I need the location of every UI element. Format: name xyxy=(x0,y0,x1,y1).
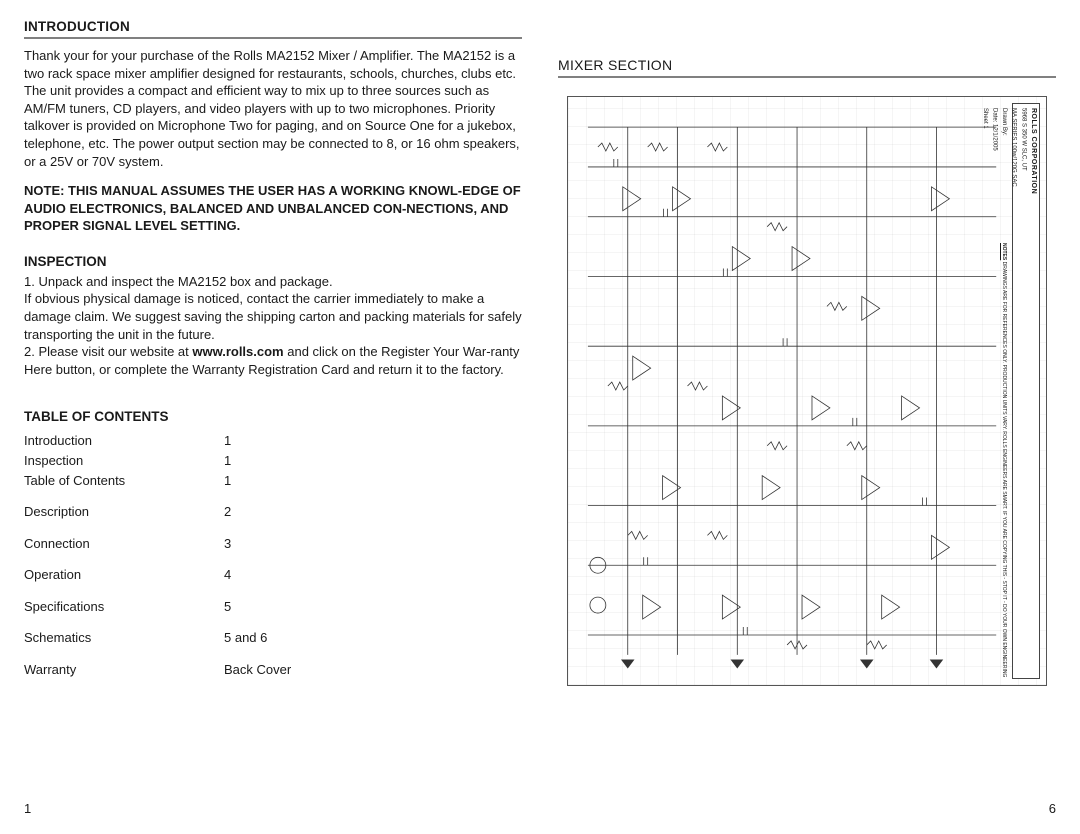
title-block-sheet: Sheet 1 xyxy=(981,108,988,674)
toc-page: 2 xyxy=(224,503,231,521)
notes-head: NOTES xyxy=(1001,243,1007,260)
toc-page: 1 xyxy=(224,432,231,450)
schematic-notes: NOTES DRAWINGS ARE FOR REFERENCES ONLY. … xyxy=(990,243,1006,677)
toc-label: Connection xyxy=(24,535,224,553)
title-block-company: ROLLS CORPORATION xyxy=(1029,108,1037,674)
left-page-number: 1 xyxy=(24,800,31,818)
inspection-heading: INSPECTION xyxy=(24,253,522,271)
right-heading-rule xyxy=(558,76,1056,78)
right-page: MIXER SECTION xyxy=(540,0,1080,834)
toc-label: Description xyxy=(24,503,224,521)
toc-row: Inspection1 xyxy=(24,452,324,470)
toc-row: WarrantyBack Cover xyxy=(24,661,324,679)
schematic-diagram: ROLLS CORPORATION 5968 S 350 W SLC, UT M… xyxy=(567,96,1047,686)
toc-row: Introduction1 xyxy=(24,432,324,450)
toc-label: Table of Contents xyxy=(24,472,224,490)
toc-page: 1 xyxy=(224,452,231,470)
toc-label: Introduction xyxy=(24,432,224,450)
toc-page: 1 xyxy=(224,472,231,490)
heading-rule xyxy=(24,37,522,39)
toc-label: Inspection xyxy=(24,452,224,470)
inspection-step-2: 2. Please visit our website at www.rolls… xyxy=(24,343,522,378)
mixer-section-title: MIXER SECTION xyxy=(558,56,1056,75)
schematic-svg xyxy=(568,97,1046,685)
inspection-step-1: 1. Unpack and inspect the MA2152 box and… xyxy=(24,273,522,291)
toc-row: Schematics5 and 6 xyxy=(24,629,324,647)
page-spread: INTRODUCTION Thank your for your purchas… xyxy=(0,0,1080,834)
inspection-2a: 2. Please visit our website at xyxy=(24,344,192,359)
toc-page: 5 xyxy=(224,598,231,616)
toc-label: Schematics xyxy=(24,629,224,647)
inspection-step-1b: If obvious physical damage is noticed, c… xyxy=(24,290,522,343)
introduction-heading: INTRODUCTION xyxy=(24,18,522,36)
toc-label: Specifications xyxy=(24,598,224,616)
toc-page: Back Cover xyxy=(224,661,291,679)
toc-page: 5 and 6 xyxy=(224,629,267,647)
toc-row: Table of Contents1 xyxy=(24,472,324,490)
title-block-model: MA SERIES 100w/120G SAC xyxy=(1010,108,1017,674)
toc-row: Description2 xyxy=(24,503,324,521)
toc-page: 3 xyxy=(224,535,231,553)
title-block-addr: 5968 S 350 W SLC, UT xyxy=(1020,108,1027,674)
toc-heading: TABLE OF CONTENTS xyxy=(24,408,522,426)
toc-label: Operation xyxy=(24,566,224,584)
toc-label: Warranty xyxy=(24,661,224,679)
left-page: INTRODUCTION Thank your for your purchas… xyxy=(0,0,540,834)
note-paragraph: NOTE: THIS MANUAL ASSUMES THE USER HAS A… xyxy=(24,182,522,235)
right-page-number: 6 xyxy=(1049,800,1056,818)
table-of-contents: Introduction1Inspection1Table of Content… xyxy=(24,432,522,680)
schematic-title-block: ROLLS CORPORATION 5968 S 350 W SLC, UT M… xyxy=(1012,103,1040,679)
intro-paragraph: Thank your for your purchase of the Roll… xyxy=(24,47,522,170)
toc-row: Operation4 xyxy=(24,566,324,584)
notes-body: DRAWINGS ARE FOR REFERENCES ONLY. PRODUC… xyxy=(1001,261,1007,677)
website-link: www.rolls.com xyxy=(192,344,283,359)
toc-row: Connection3 xyxy=(24,535,324,553)
toc-page: 4 xyxy=(224,566,231,584)
toc-row: Specifications5 xyxy=(24,598,324,616)
